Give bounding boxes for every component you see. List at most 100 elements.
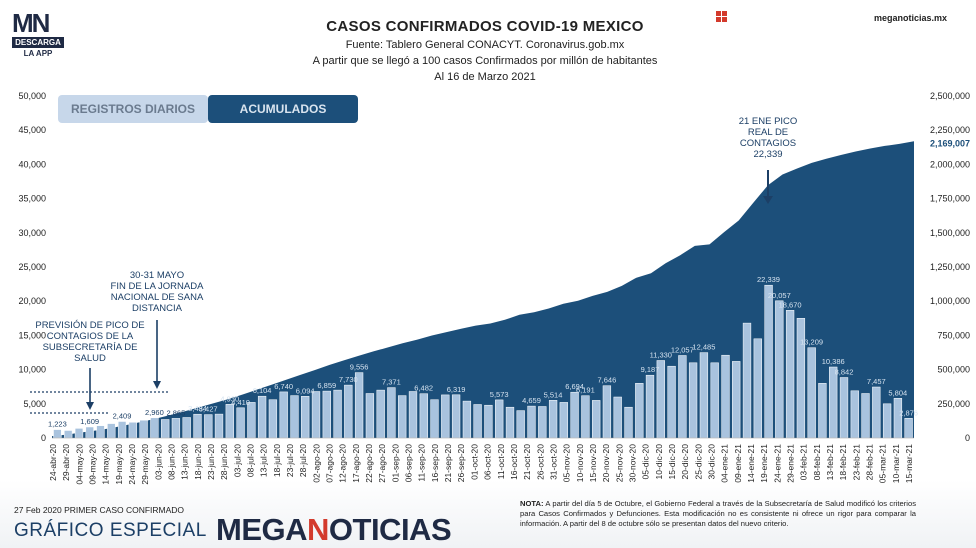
x-tick-label: 03-jun-20	[153, 444, 163, 480]
daily-bar	[451, 394, 461, 439]
brand-wordmark[interactable]: MEGANOTICIAS	[216, 512, 452, 547]
special-label: GRÁFICO ESPECIAL	[14, 520, 207, 541]
daily-bar	[764, 284, 773, 439]
daily-bar	[214, 413, 224, 439]
bar-value-label: 4,930	[220, 394, 239, 403]
x-tick-label: 05-nov-20	[562, 444, 572, 483]
daily-bar	[904, 418, 913, 439]
x-tick-label: 13-feb-21	[825, 444, 835, 481]
x-tick-label: 10-nov-20	[575, 444, 585, 483]
tab-registros-diarios[interactable]: REGISTROS DIARIOS	[58, 95, 208, 123]
daily-bar	[96, 425, 105, 439]
daily-bar	[128, 422, 137, 439]
daily-bar	[850, 390, 859, 439]
x-tick-label: 04-ene-21	[720, 444, 730, 483]
daily-bar	[721, 354, 730, 439]
daily-bar	[441, 394, 450, 439]
brand-url[interactable]: meganoticias.mx	[874, 13, 948, 23]
daily-bar	[462, 400, 472, 439]
x-tick-label: 09-may-20	[88, 444, 98, 485]
x-tick-label: 29-may-20	[140, 444, 150, 485]
bar-value-label: 3,484	[188, 404, 207, 413]
daily-bar	[775, 300, 784, 439]
x-tick-label: 25-nov-20	[614, 444, 624, 483]
daily-bar	[505, 406, 515, 439]
bar-value-label: 10,386	[822, 357, 845, 366]
jornada-arrow-head	[153, 381, 161, 389]
daily-bar	[559, 402, 568, 439]
daily-bar	[732, 361, 741, 439]
last-cumulative-label: 2,169,007	[930, 138, 970, 148]
bar-value-label: 6,094	[296, 386, 315, 395]
daily-bar	[602, 385, 612, 439]
x-tick-label: 18-feb-21	[838, 444, 848, 481]
x-tick-label: 11-sep-20	[417, 444, 427, 482]
x-tick-label: 15-nov-20	[588, 444, 598, 483]
y-right-tick-label: 750,000	[937, 330, 970, 340]
x-tick-label: 19-may-20	[114, 444, 124, 485]
tab-acumulados[interactable]: ACUMULADOS	[208, 95, 358, 123]
bar-value-label: 2,876	[899, 408, 918, 417]
bar-value-label: 6,191	[576, 386, 595, 395]
daily-bar	[257, 395, 267, 439]
app-logo[interactable]: MN DESCARGA LA APP	[12, 10, 64, 58]
bar-value-label: 9,556	[350, 363, 369, 372]
cumulative-area: 2,169,007	[52, 138, 970, 439]
x-tick-label: 09-ene-21	[733, 444, 743, 483]
daily-bar	[430, 399, 439, 439]
bar-value-label: 7,371	[382, 378, 401, 387]
x-tick-label: 05-mar-21	[878, 444, 888, 483]
bar-value-label: 11,330	[650, 351, 672, 360]
bar-value-label: 4,659	[522, 396, 541, 405]
daily-bar	[236, 407, 245, 439]
x-tick-label: 18-jul-20	[272, 444, 282, 477]
daily-bar	[527, 405, 536, 439]
chart-date: Al 16 de Marzo 2021	[434, 71, 536, 83]
daily-bar	[570, 391, 579, 439]
daily-bar	[829, 366, 838, 439]
daily-bar	[171, 418, 181, 439]
x-tick-label: 10-mar-21	[891, 444, 901, 483]
daily-bar	[613, 396, 622, 439]
daily-bar	[710, 362, 719, 439]
x-tick-label: 30-nov-20	[627, 444, 637, 483]
bar-value-label: 13,209	[800, 338, 823, 347]
bar-value-label: 7,457	[867, 377, 886, 386]
chart-source: Fuente: Tablero General CONACYT. Coronav…	[345, 39, 625, 51]
x-tick-label: 22-ago-20	[364, 444, 374, 483]
bar-value-label: 6,694	[565, 382, 584, 391]
bar-value-label: 3,427	[199, 405, 218, 414]
x-tick-label: 08-jun-20	[167, 444, 177, 480]
x-tick-label: 18-jun-20	[193, 444, 203, 480]
y-right-tick-label: 2,000,000	[930, 159, 970, 169]
bar-value-label: 6,740	[274, 382, 293, 391]
daily-bar	[785, 310, 795, 439]
peak-arrow-head	[763, 196, 773, 204]
jornada-annotation: 30-31 MAYO FIN DE LA JORNADA NACIONAL DE…	[110, 270, 204, 314]
daily-bar	[204, 414, 213, 439]
x-axis: 24-abr-20 29-abr-20 04-may-20 09-may-20 14-m…	[48, 437, 914, 485]
daily-bar	[301, 396, 310, 439]
y-right-tick-label: 2,500,000	[930, 91, 970, 101]
y-right-tick-label: 0	[965, 433, 970, 443]
bar-value-label: 6,104	[253, 386, 272, 395]
x-tick-label: 24-abr-20	[48, 444, 58, 481]
y-left-tick-label: 45,000	[18, 125, 46, 135]
daily-bar	[53, 429, 62, 439]
x-tick-label: 03-jul-20	[232, 444, 242, 477]
y-left-tick-label: 25,000	[18, 262, 46, 272]
x-tick-label: 13-jul-20	[259, 444, 269, 477]
bar-value-labels: 1,223 1,609 2,409 2,960 2,865 3,4843,4274,930…	[48, 275, 918, 428]
daily-bar	[64, 430, 73, 439]
x-tick-label: 03-feb-21	[799, 444, 809, 481]
x-tick-label: 14-may-20	[101, 444, 111, 485]
x-tick-label: 28-jul-20	[298, 444, 308, 477]
daily-bar	[107, 423, 116, 439]
x-tick-label: 16-oct-20	[509, 444, 519, 480]
daily-bar	[893, 398, 903, 439]
x-tick-label: 21-sep-20	[443, 444, 453, 483]
bar-value-label: 18,670	[779, 300, 802, 309]
daily-bar	[85, 426, 94, 439]
y-left-tick-label: 15,000	[18, 330, 46, 340]
